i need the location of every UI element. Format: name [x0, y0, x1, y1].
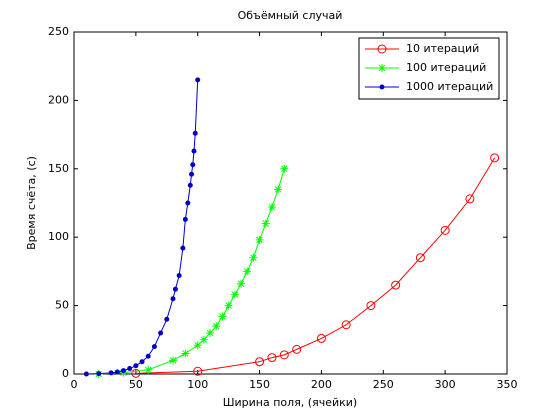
marker: [255, 235, 264, 244]
y-tick-label: 100: [48, 230, 69, 243]
marker: [267, 203, 276, 212]
marker: [224, 301, 233, 310]
marker: [195, 77, 201, 83]
marker: [199, 335, 208, 344]
marker: [144, 365, 153, 374]
marker: [83, 371, 89, 377]
marker: [168, 356, 177, 365]
marker: [108, 370, 114, 376]
y-tick-label: 150: [48, 162, 69, 175]
marker: [316, 333, 326, 343]
marker: [172, 286, 178, 292]
marker: [366, 301, 376, 311]
chart-title: Объёмный случай: [238, 9, 343, 22]
series-line: [135, 157, 496, 374]
marker: [191, 148, 197, 154]
marker: [187, 182, 193, 188]
x-tick-label: 200: [311, 378, 332, 391]
marker: [212, 322, 221, 331]
marker: [267, 353, 277, 363]
marker: [139, 359, 145, 365]
marker: [249, 253, 258, 262]
marker: [280, 164, 289, 173]
x-tick-label: 350: [497, 378, 518, 391]
marker: [237, 279, 246, 288]
x-tick-label: 250: [373, 378, 394, 391]
marker: [243, 267, 252, 276]
marker: [490, 153, 500, 163]
marker: [341, 320, 351, 330]
marker: [181, 349, 190, 358]
marker: [279, 350, 289, 360]
marker: [176, 273, 182, 279]
y-axis-label: Время счёта, (с): [25, 156, 38, 250]
marker: [133, 363, 139, 369]
x-tick-label: 150: [249, 378, 270, 391]
series-line: [98, 168, 285, 375]
marker: [378, 64, 386, 72]
marker: [145, 353, 151, 359]
marker: [131, 368, 141, 378]
legend-label: 1000 итераций: [406, 80, 493, 93]
marker: [230, 290, 239, 299]
legend-label: 10 итераций: [406, 42, 479, 55]
marker: [185, 200, 191, 206]
marker: [206, 328, 215, 337]
marker: [120, 368, 126, 374]
x-axis-label: Ширина поля, (ячейки): [223, 396, 357, 409]
x-tick-label: 300: [435, 378, 456, 391]
marker: [465, 194, 475, 204]
marker: [96, 371, 102, 377]
marker: [151, 344, 157, 350]
marker: [158, 330, 164, 336]
marker: [192, 130, 198, 136]
marker: [114, 369, 120, 375]
marker: [127, 366, 133, 372]
marker: [170, 296, 176, 302]
marker: [255, 357, 265, 367]
x-tick-label: 0: [71, 378, 78, 391]
marker: [391, 280, 401, 290]
marker: [415, 253, 425, 263]
y-tick-label: 0: [62, 367, 69, 380]
x-tick-label: 50: [129, 378, 143, 391]
marker: [180, 245, 186, 251]
y-tick-label: 250: [48, 25, 69, 38]
marker: [193, 341, 202, 350]
marker: [440, 225, 450, 235]
marker: [377, 44, 387, 54]
marker: [218, 312, 227, 321]
marker: [379, 84, 385, 90]
marker: [274, 185, 283, 194]
marker: [182, 216, 188, 222]
marker: [292, 344, 302, 354]
marker: [189, 171, 195, 177]
marker: [164, 316, 170, 322]
y-tick-label: 50: [55, 299, 69, 312]
marker: [261, 219, 270, 228]
y-tick-label: 200: [48, 93, 69, 106]
marker: [190, 162, 196, 168]
x-tick-label: 100: [187, 378, 208, 391]
marker: [193, 366, 203, 376]
legend-label: 100 итераций: [406, 61, 486, 74]
